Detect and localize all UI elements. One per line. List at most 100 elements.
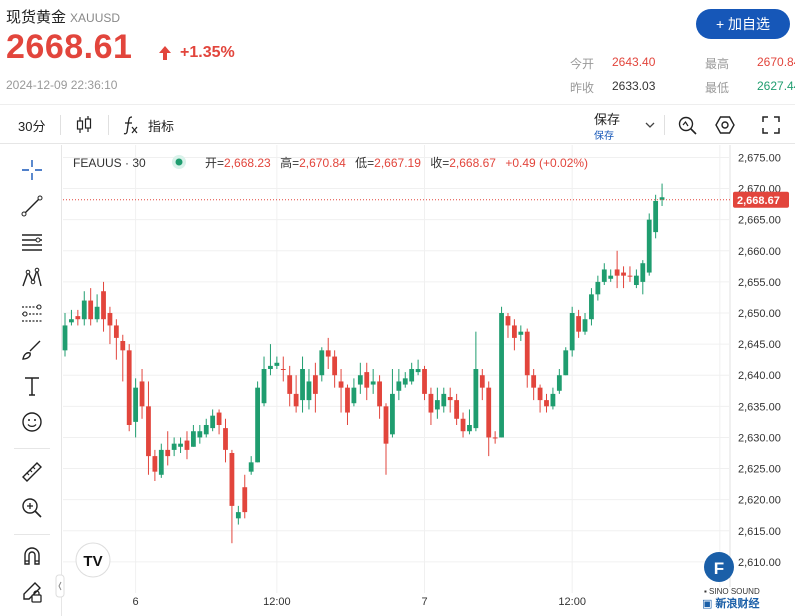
fullscreen-icon <box>762 116 780 134</box>
market-status-dot <box>175 158 183 166</box>
candle-body <box>537 387 543 401</box>
interval-selector[interactable]: 30分 <box>18 118 46 134</box>
horizontal-lines-tool[interactable] <box>18 228 46 256</box>
y-tick-label: 2,620.00 <box>738 495 781 507</box>
instrument-title: 现货黄金 XAUUSD <box>6 6 120 27</box>
pattern-tool[interactable] <box>18 264 46 292</box>
candle-body <box>601 269 607 282</box>
candle-body <box>274 362 280 366</box>
candle-body <box>312 375 318 394</box>
stat-open-label: 今开 <box>570 57 595 71</box>
legend-change: +0.49 (+0.02%) <box>505 156 588 170</box>
candle-body <box>319 350 325 376</box>
x-tick-label: 7 <box>421 596 427 608</box>
candle-body <box>499 313 504 438</box>
candle-body <box>184 440 190 450</box>
brush-tool[interactable] <box>18 336 46 364</box>
candle-body <box>608 275 614 279</box>
candle-body <box>589 294 594 320</box>
candle-body <box>165 449 171 457</box>
legend-close: 2,668.67 <box>449 156 496 170</box>
settings-button[interactable] <box>714 105 736 145</box>
candle-body <box>280 369 286 370</box>
add-to-watchlist-button[interactable]: + 加自选 <box>696 9 790 39</box>
candle-body <box>197 431 203 438</box>
stat-low-value: 2627.44 <box>757 79 795 93</box>
measure-lines-tool[interactable] <box>18 300 46 328</box>
toolbar-divider <box>60 115 61 135</box>
candle-body <box>158 449 164 475</box>
save-button[interactable]: 保存 保存 <box>594 109 620 142</box>
candle-body <box>229 453 235 506</box>
candle-body <box>614 269 620 276</box>
candle-body <box>62 325 68 351</box>
scroll-left-handle[interactable] <box>55 574 65 598</box>
candle-type-button[interactable] <box>74 105 94 145</box>
candle-body <box>377 381 382 407</box>
candle-body <box>139 381 145 407</box>
candle-body <box>563 350 569 376</box>
text-tool[interactable] <box>18 372 46 400</box>
candle-body <box>351 387 357 404</box>
x-tick-label: 12:00 <box>558 596 586 608</box>
candle-body <box>126 350 132 425</box>
quick-search-button[interactable] <box>676 105 698 145</box>
drawing-toolbar <box>0 145 62 616</box>
candle-body <box>152 456 158 472</box>
y-tick-label: 2,660.00 <box>738 246 781 258</box>
stat-open: 今开 2643.40 <box>570 55 655 72</box>
sidebar-divider <box>14 534 50 535</box>
legend-ohlc: 开=2,668.23 高=2,670.84 低=2,667.19 收=2,668… <box>205 155 588 170</box>
candle-body <box>653 201 659 233</box>
lock-drawing-tool[interactable] <box>18 578 46 606</box>
candle-body <box>396 381 402 391</box>
candle-body <box>441 393 447 407</box>
stat-high-value: 2670.84 <box>757 55 795 69</box>
y-tick-label: 2,610.00 <box>738 557 781 569</box>
y-tick-label: 2,655.00 <box>738 277 781 289</box>
candle-body <box>261 369 267 404</box>
candle-body <box>325 350 331 357</box>
candle-body <box>171 443 177 450</box>
y-tick-label: 2,635.00 <box>738 401 781 413</box>
candle-body <box>306 381 312 401</box>
quote-timestamp: 2024-12-09 22:36:10 <box>6 78 118 92</box>
candle-body <box>133 387 139 422</box>
crosshair-tool[interactable] <box>18 156 46 184</box>
y-tick-label: 2,625.00 <box>738 464 781 476</box>
candle-body <box>203 425 209 435</box>
price-axis: 2,610.00 2,615.00 2,620.00 2,625.00 2,630.00… <box>738 152 781 568</box>
ruler-tool[interactable] <box>18 458 46 486</box>
pattern-icon <box>22 267 42 287</box>
chevron-down-icon <box>645 122 655 128</box>
sidebar-divider <box>14 448 50 449</box>
save-dropdown[interactable] <box>644 105 656 145</box>
fullscreen-button[interactable] <box>761 105 781 145</box>
candle-body <box>338 381 344 388</box>
candle-body <box>88 300 94 320</box>
price-change: +1.35% <box>158 44 235 62</box>
candle-body <box>569 313 575 351</box>
candle-body <box>640 263 646 282</box>
trend-line-tool[interactable] <box>18 192 46 220</box>
legend-close-label: 收= <box>430 156 449 170</box>
zoom-tool[interactable] <box>18 494 46 522</box>
candle-body <box>345 387 350 413</box>
indicators-button[interactable]: 指标 <box>122 105 174 145</box>
candle-body <box>460 418 466 432</box>
emoji-tool[interactable] <box>18 408 46 436</box>
candle-body <box>492 437 498 439</box>
candle-body <box>544 400 549 407</box>
candle-body <box>287 375 293 394</box>
candle-body <box>242 487 248 513</box>
candle-body <box>434 400 440 410</box>
y-tick-label: 2,650.00 <box>738 308 781 320</box>
candle-body <box>216 412 222 425</box>
candle-body <box>223 428 228 450</box>
candle-body <box>512 325 517 338</box>
magnet-tool[interactable] <box>18 542 46 570</box>
last-price-tag: 2,668.67 <box>733 191 789 208</box>
svg-text:▣ 新浪财经: ▣ 新浪财经 <box>702 596 759 610</box>
